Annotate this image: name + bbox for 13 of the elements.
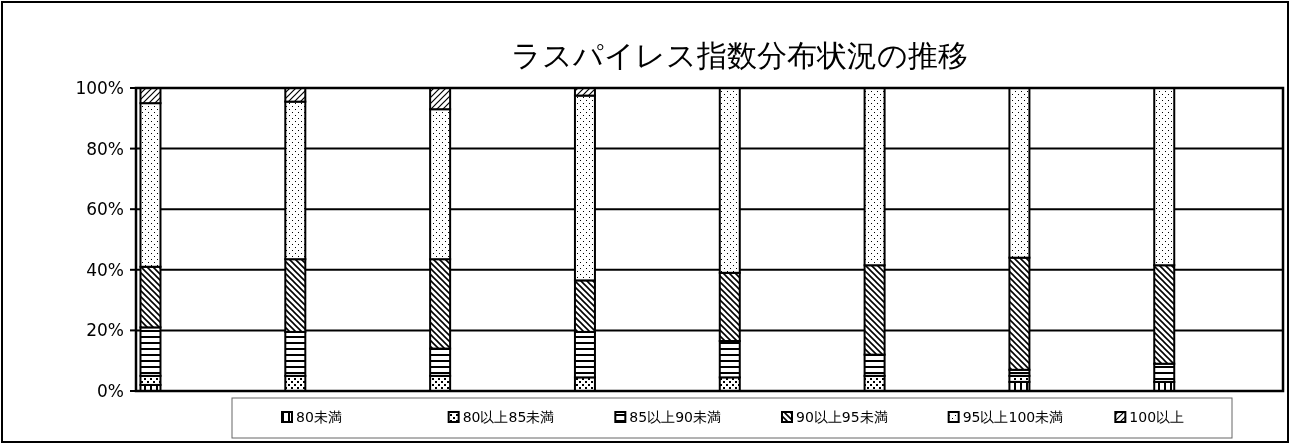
legend-label: 95以上100未満 [962, 409, 1064, 425]
chart-title: ラスパイレス指数分布状況の推移 [511, 38, 968, 73]
y-tick-label: 0% [97, 381, 124, 401]
legend-label: 80未満 [296, 409, 342, 425]
y-tick-label: 100% [75, 78, 124, 98]
legend-label: 80以上85未満 [462, 409, 555, 425]
legend-label: 85以上90未満 [629, 409, 721, 425]
legend-label: 90以上95未満 [796, 409, 888, 425]
y-tick-label: 60% [86, 199, 124, 220]
y-tick-label: 20% [86, 320, 124, 341]
y-tick-label: 40% [86, 259, 124, 280]
y-tick-label: 80% [86, 138, 124, 159]
legend-label: 100以上 [1129, 409, 1185, 425]
